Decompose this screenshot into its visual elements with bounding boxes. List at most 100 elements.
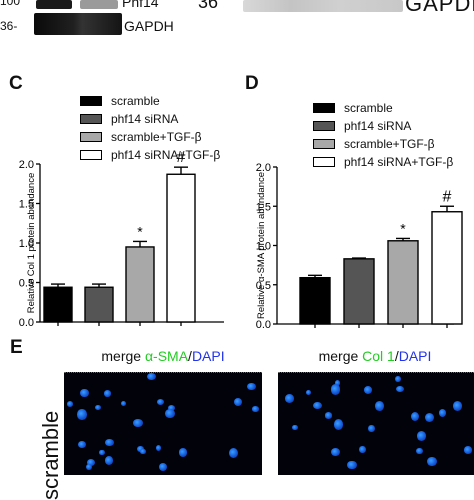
micro-title-left: merge α-SMA/DAPI — [66, 348, 260, 364]
chart-c: 0.0 0.5 1.0 1.5 2.0 Relative Col 1 protein ab… — [19, 149, 224, 329]
blot-marker-lower: 36- — [0, 19, 18, 33]
nucleus — [333, 419, 344, 430]
bar — [125, 246, 155, 323]
nucleus — [155, 444, 161, 451]
nucleus — [77, 409, 87, 420]
legend-item: scramble+TGF-β — [313, 137, 435, 151]
title-marker: α-SMA — [144, 348, 189, 364]
y-tick-label: 0.0 — [19, 317, 34, 329]
nucleus — [104, 390, 112, 397]
nucleus — [104, 456, 113, 465]
nucleus — [86, 463, 93, 471]
nucleus — [463, 446, 473, 454]
legend-label: scramble — [111, 94, 160, 108]
blot-band-gapdh — [34, 13, 122, 35]
title-prefix: merge — [101, 348, 145, 364]
nucleus — [347, 460, 357, 470]
significance-mark: * — [400, 220, 406, 236]
nucleus — [334, 380, 341, 387]
blot-marker-right: 36 — [198, 0, 219, 12]
significance-mark: # — [177, 149, 186, 166]
title-sep: / — [394, 348, 399, 364]
nucleus — [86, 459, 95, 466]
nucleus — [358, 445, 366, 454]
nucleus — [416, 431, 427, 441]
legend-swatch — [80, 114, 102, 124]
y-axis-label: Relative Col 1 protein abundance — [26, 173, 37, 313]
legend-swatch — [313, 139, 335, 149]
title-dapi: DAPI — [398, 348, 432, 364]
nucleus — [80, 388, 89, 398]
nucleus — [424, 412, 434, 422]
blot-band-gapdh-right — [243, 0, 403, 12]
nucleus — [99, 449, 105, 456]
panel-letter-e: E — [10, 337, 23, 358]
legend-label: scramble — [344, 101, 393, 115]
legend-swatch — [80, 150, 102, 160]
legend-label: scramble+TGF-β — [111, 130, 202, 144]
nucleus — [157, 398, 165, 405]
legend-item: scramble — [313, 101, 393, 115]
nucleus — [228, 447, 238, 458]
nucleus — [66, 401, 73, 407]
bar — [299, 276, 331, 325]
nucleus — [416, 448, 423, 455]
nucleus — [306, 389, 312, 396]
nucleus — [395, 375, 401, 382]
nucleus — [363, 386, 373, 394]
nucleus — [133, 419, 143, 427]
bar — [387, 240, 419, 325]
nucleus — [178, 448, 188, 457]
legend-swatch — [80, 132, 102, 142]
title-sep: / — [188, 348, 192, 364]
legend-item: phf14 siRNA — [80, 112, 178, 126]
blot-label-lower: GAPDH — [124, 18, 174, 34]
title-dapi: DAPI — [191, 348, 225, 364]
nucleus — [452, 401, 462, 411]
nucleus — [331, 448, 341, 457]
legend-label: scramble+TGF-β — [344, 137, 435, 151]
panel-letter-d: D — [245, 73, 259, 94]
nucleus — [105, 438, 114, 446]
legend-label: phf14 siRNA — [344, 119, 412, 133]
micro-title-right: merge Col 1/DAPI — [278, 348, 472, 364]
legend-label: phf14 siRNA — [111, 112, 179, 126]
nucleus — [95, 404, 102, 411]
legend-label: phf14 siRNA+TGF-β — [111, 148, 221, 162]
y-tick-label: 1.5 — [19, 199, 34, 211]
blot-band — [80, 0, 118, 9]
nucleus — [251, 406, 259, 412]
micrograph-col1 — [278, 372, 474, 475]
title-prefix: merge — [318, 348, 363, 364]
y-tick-label: 2.0 — [256, 162, 271, 174]
blot-label-right: GAPDH — [405, 0, 474, 16]
y-axis-label: Relative α-SMA protein abundance — [256, 172, 267, 319]
legend-item: scramble+TGF-β — [80, 130, 202, 144]
nucleus — [368, 424, 375, 433]
nucleus — [284, 394, 295, 403]
nucleus — [324, 412, 333, 419]
title-marker: Col 1 — [362, 348, 395, 364]
nucleus — [140, 448, 146, 455]
legend-swatch — [313, 121, 335, 131]
significance-mark: # — [443, 188, 452, 205]
nucleus — [330, 384, 341, 395]
row-label-scramble: scramble — [38, 410, 63, 500]
y-tick-label: 1.0 — [256, 241, 271, 253]
nucleus — [120, 400, 127, 407]
nucleus — [395, 385, 404, 392]
bar — [343, 258, 375, 325]
panel-letter-c: C — [9, 73, 23, 94]
legend-swatch — [313, 157, 335, 167]
nucleus — [164, 408, 175, 418]
nucleus — [312, 401, 323, 410]
legend-item: phf14 siRNA — [313, 119, 411, 133]
blot-band — [36, 0, 72, 9]
nucleus — [374, 400, 385, 411]
nucleus — [247, 382, 257, 391]
nucleus — [427, 456, 437, 467]
blot-label-upper: Phf14 — [122, 0, 159, 10]
nucleus — [158, 462, 168, 471]
y-tick-label: 2.0 — [19, 159, 34, 171]
